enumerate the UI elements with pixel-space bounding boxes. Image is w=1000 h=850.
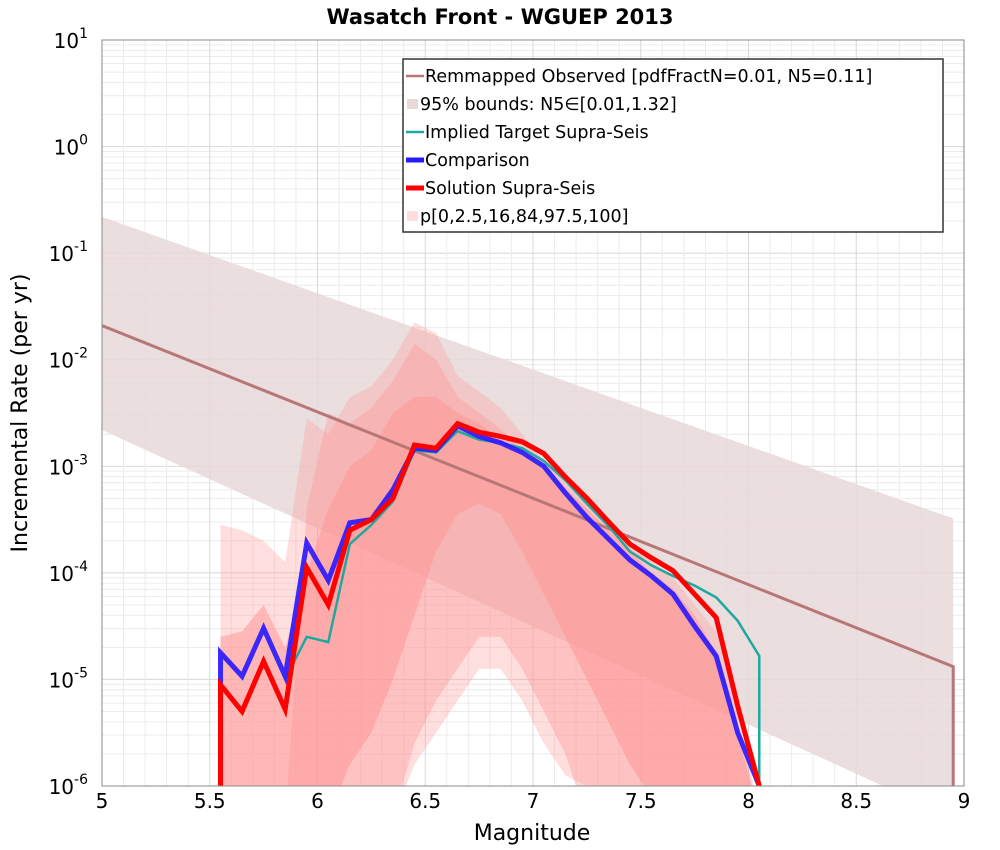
- y-tick-exponent: -3: [74, 452, 88, 468]
- y-tick-base: 10: [54, 29, 79, 53]
- fractile-band-3: [220, 397, 752, 786]
- y-axis-label: Incremental Rate (per yr): [8, 274, 33, 553]
- observed-line: [102, 324, 955, 786]
- legend-label: Comparison: [425, 151, 530, 171]
- y-tick-label: 10-1: [49, 239, 88, 266]
- y-tick-exponent: -6: [74, 772, 88, 788]
- chart-title: Wasatch Front - WGUEP 2013: [326, 5, 673, 29]
- legend-swatch-95-bounds-n5-0-01-1-32: [407, 99, 418, 109]
- y-tick-exponent: -1: [74, 239, 88, 255]
- y-tick-label: 10-2: [49, 346, 88, 373]
- x-tick-label: 7.5: [625, 789, 657, 813]
- y-tick-exponent: -2: [74, 346, 88, 362]
- y-tick-base: 10: [49, 775, 74, 799]
- y-tick-exponent: -4: [74, 559, 88, 575]
- solution-supra-seis-line: [218, 420, 762, 786]
- legend-label: p[0,2.5,16,84,97.5,100]: [420, 207, 628, 227]
- legend: Remmapped Observed [pdfFractN=0.01, N5=0…: [402, 58, 944, 233]
- x-tick-label: 6: [311, 789, 324, 813]
- y-tick-label: 100: [54, 133, 88, 160]
- x-tick-label: 6.5: [409, 789, 441, 813]
- y-tick-exponent: 1: [79, 26, 88, 42]
- y-tick-exponent: 0: [79, 133, 88, 149]
- x-tick-label: 9: [958, 789, 971, 813]
- y-tick-base: 10: [49, 455, 74, 479]
- legend-label: Implied Target Supra-Seis: [425, 123, 649, 143]
- y-tick-base: 10: [49, 349, 74, 373]
- y-tick-label: 10-4: [49, 559, 89, 586]
- y-tick-base: 10: [49, 562, 74, 586]
- x-tick-label: 8.5: [840, 789, 872, 813]
- y-tick-base: 10: [49, 242, 74, 266]
- x-axis-label: Magnitude: [474, 821, 591, 846]
- x-tick-label: 8: [742, 789, 755, 813]
- comparison-line: [218, 422, 762, 786]
- y-tick-label: 10-3: [49, 452, 88, 479]
- x-tick-label: 7: [527, 789, 540, 813]
- y-tick-label: 10-6: [49, 772, 89, 799]
- plot-frame: [101, 39, 965, 787]
- y-tick-base: 10: [49, 668, 74, 692]
- implied-target-supra-seis-line: [284, 429, 761, 786]
- x-tick-label: 5: [96, 789, 109, 813]
- legend-label: 95% bounds: N5∈[0.01,1.32]: [420, 95, 677, 115]
- y-tick-exponent: -5: [74, 665, 88, 681]
- x-tick-label: 5.5: [194, 789, 226, 813]
- plot-frame-rect: [101, 39, 965, 787]
- y-tick-label: 101: [54, 26, 88, 53]
- y-tick-base: 10: [54, 136, 79, 160]
- y-tick-label: 10-5: [49, 665, 88, 692]
- legend-swatch-p-0-2-5-16-84-97-5-100: [407, 211, 418, 221]
- legend-label: Solution Supra-Seis: [425, 179, 595, 199]
- legend-label: Remmapped Observed [pdfFractN=0.01, N5=0…: [425, 67, 872, 87]
- tick-layer: 5 5.5 6 6.5 7 7.5 8 8.5 910110010-110-210-310-41…: [49, 26, 971, 813]
- legend-box: [402, 58, 944, 233]
- data-layer: [102, 216, 955, 786]
